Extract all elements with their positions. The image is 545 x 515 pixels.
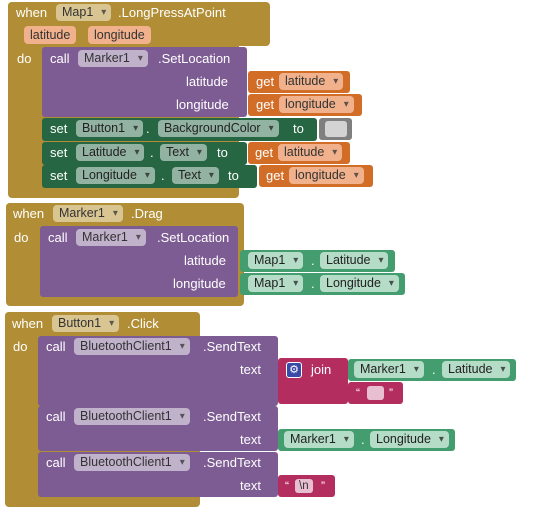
- method-name: .SendText: [203, 455, 261, 470]
- set-label: set: [50, 145, 68, 160]
- method-name: .SendText: [203, 409, 261, 424]
- color-swatch[interactable]: [325, 121, 347, 137]
- when-label: when: [12, 316, 44, 331]
- event-name: .Drag: [131, 206, 163, 221]
- mutator-gear-icon[interactable]: ⚙: [286, 362, 302, 378]
- arg-label-text: text: [240, 362, 261, 377]
- set-label: set: [50, 168, 68, 183]
- get-var-dropdown-longitude[interactable]: longitude: [289, 167, 364, 184]
- event-name: .LongPressAtPoint: [118, 5, 226, 20]
- get-label: get: [266, 168, 285, 183]
- to-label: to: [293, 121, 304, 136]
- close-quote: ”: [389, 386, 393, 400]
- component-dropdown-marker1[interactable]: Marker1: [76, 229, 146, 246]
- component-dropdown-marker1[interactable]: Marker1: [354, 361, 424, 378]
- component-dropdown-bluetoothclient1[interactable]: BluetoothClient1: [74, 338, 190, 355]
- component-dropdown-marker1[interactable]: Marker1: [284, 431, 354, 448]
- string-value-newline[interactable]: \n: [295, 479, 313, 493]
- call-label: call: [46, 409, 66, 424]
- param-latitude[interactable]: latitude: [24, 26, 77, 44]
- string-value-empty[interactable]: [367, 386, 384, 400]
- when-label: when: [16, 5, 48, 20]
- component-dropdown-button1[interactable]: Button1: [52, 315, 120, 332]
- call-label: call: [50, 51, 70, 66]
- arg-label-text: text: [240, 478, 261, 493]
- property-dropdown-text[interactable]: Text: [160, 144, 207, 161]
- get-label: get: [256, 97, 275, 112]
- dot: .: [161, 168, 165, 183]
- component-dropdown-longitude[interactable]: Longitude: [76, 167, 155, 184]
- property-dropdown-longitude[interactable]: Longitude: [370, 431, 449, 448]
- dot: .: [311, 253, 315, 268]
- component-dropdown-map1[interactable]: Map1: [56, 4, 112, 21]
- open-quote: “: [356, 386, 360, 400]
- call-label: call: [46, 339, 66, 354]
- component-dropdown-bluetoothclient1[interactable]: BluetoothClient1: [74, 408, 190, 425]
- dot: .: [146, 121, 150, 136]
- arg-label-latitude: latitude: [184, 253, 226, 268]
- property-dropdown-latitude[interactable]: Latitude: [442, 361, 511, 378]
- call-label: call: [48, 230, 68, 245]
- property-dropdown-text[interactable]: Text: [172, 167, 219, 184]
- arg-label-longitude: longitude: [176, 97, 229, 112]
- component-dropdown-latitude[interactable]: Latitude: [76, 144, 145, 161]
- get-label: get: [256, 74, 275, 89]
- param-longitude[interactable]: longitude: [88, 26, 151, 44]
- get-var-dropdown-latitude[interactable]: latitude: [278, 144, 343, 161]
- dot: .: [150, 145, 154, 160]
- component-dropdown-marker1[interactable]: Marker1: [78, 50, 148, 67]
- arg-label-latitude: latitude: [186, 74, 228, 89]
- component-dropdown-bluetoothclient1[interactable]: BluetoothClient1: [74, 454, 190, 471]
- method-name: .SendText: [203, 339, 261, 354]
- arg-label-text: text: [240, 432, 261, 447]
- component-dropdown-map1[interactable]: Map1: [248, 252, 304, 269]
- event-name: .Click: [127, 316, 159, 331]
- component-dropdown-map1[interactable]: Map1: [248, 275, 304, 292]
- join-label: join: [311, 362, 332, 377]
- to-label: to: [217, 145, 228, 160]
- arg-label-longitude: longitude: [173, 276, 226, 291]
- get-var-dropdown-longitude[interactable]: longitude: [279, 96, 354, 113]
- property-dropdown-longitude[interactable]: Longitude: [320, 275, 399, 292]
- set-label: set: [50, 121, 68, 136]
- do-label: do: [13, 339, 28, 354]
- do-label: do: [17, 51, 32, 66]
- call-label: call: [46, 455, 66, 470]
- to-label: to: [228, 168, 239, 183]
- close-quote: ”: [321, 479, 325, 493]
- method-name: .SetLocation: [158, 51, 231, 66]
- open-quote: “: [285, 479, 289, 493]
- property-dropdown-backgroundcolor[interactable]: BackgroundColor: [158, 120, 279, 137]
- get-label: get: [255, 145, 274, 160]
- get-var-dropdown-latitude[interactable]: latitude: [279, 73, 344, 90]
- method-name: .SetLocation: [157, 230, 230, 245]
- when-label: when: [13, 206, 45, 221]
- dot: .: [311, 276, 315, 291]
- component-dropdown-marker1[interactable]: Marker1: [53, 205, 123, 222]
- dot: .: [432, 362, 436, 377]
- property-dropdown-latitude[interactable]: Latitude: [320, 252, 389, 269]
- component-dropdown-button1[interactable]: Button1: [76, 120, 144, 137]
- dot: .: [361, 432, 365, 447]
- do-label: do: [14, 230, 29, 245]
